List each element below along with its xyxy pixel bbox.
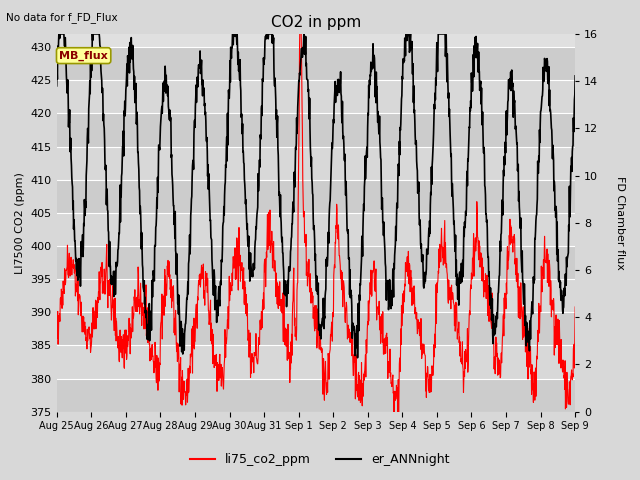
Bar [57,379,575,412]
Bar [57,279,575,312]
Bar [57,47,575,80]
Title: CO2 in ppm: CO2 in ppm [271,15,361,30]
Bar [57,80,575,113]
Text: MB_flux: MB_flux [60,50,108,61]
Y-axis label: FD Chamber flux: FD Chamber flux [615,176,625,270]
Bar [57,346,575,379]
Bar [57,246,575,279]
Legend: li75_co2_ppm, er_ANNnight: li75_co2_ppm, er_ANNnight [186,448,454,471]
Bar [57,180,575,213]
Y-axis label: LI7500 CO2 (ppm): LI7500 CO2 (ppm) [15,172,25,274]
Bar [57,113,575,146]
Bar [57,312,575,346]
Bar [57,213,575,246]
Bar [57,146,575,180]
Text: No data for f_FD_Flux: No data for f_FD_Flux [6,12,118,23]
